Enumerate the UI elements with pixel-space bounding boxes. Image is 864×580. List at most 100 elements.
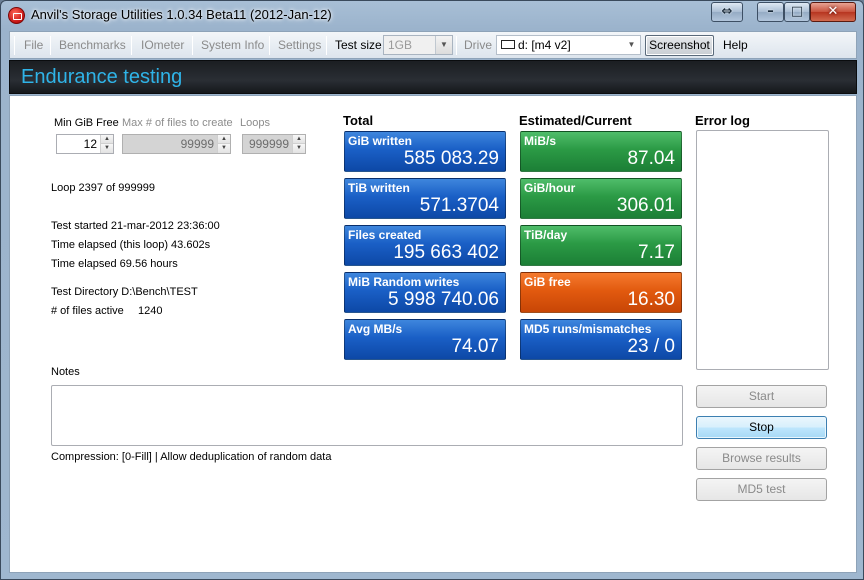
start-button[interactable]: Start bbox=[696, 385, 827, 408]
tile-files-created: Files created 195 663 402 bbox=[344, 225, 506, 266]
tile-value: 74.07 bbox=[451, 336, 499, 357]
chevron-up-icon[interactable]: ▲ bbox=[101, 135, 113, 144]
menu-file[interactable]: File bbox=[24, 38, 44, 52]
stepper-arrows[interactable]: ▲ ▼ bbox=[100, 135, 113, 153]
test-size-dropdown[interactable]: 1GB ▼ bbox=[383, 35, 453, 55]
close-button[interactable]: ✕ bbox=[810, 2, 856, 22]
drive-dropdown[interactable]: d: [m4 v2] ▼ bbox=[496, 35, 641, 55]
drive-icon bbox=[501, 40, 515, 50]
test-size-value: 1GB bbox=[388, 38, 413, 52]
menu-iometer[interactable]: IOmeter bbox=[141, 38, 185, 52]
tile-value: 23 / 0 bbox=[627, 336, 675, 357]
files-active-value: 1240 bbox=[138, 305, 163, 317]
test-started-text: Test started 21-mar-2012 23:36:00 bbox=[51, 220, 220, 232]
md5-test-button[interactable]: MD5 test bbox=[696, 478, 827, 501]
toolbar-separator bbox=[131, 36, 132, 55]
compression-text: Compression: [0-Fill] | Allow deduplicat… bbox=[51, 451, 332, 463]
toolbar-separator bbox=[269, 36, 270, 55]
notes-label: Notes bbox=[51, 366, 80, 378]
maximize-icon: □ bbox=[790, 4, 804, 19]
notes-textarea[interactable] bbox=[51, 385, 683, 446]
minimize-icon: – bbox=[767, 4, 774, 19]
tile-label: GiB/hour bbox=[524, 181, 576, 195]
swap-arrows-icon: ⇔ bbox=[721, 4, 733, 19]
loops-stepper: 999999 ▲ ▼ bbox=[242, 134, 306, 154]
toolbar-separator bbox=[50, 36, 51, 55]
chevron-down-icon: ▼ bbox=[623, 36, 640, 54]
tile-value: 306.01 bbox=[616, 195, 675, 216]
drive-value: d: [m4 v2] bbox=[518, 38, 571, 52]
max-files-label: Max # of files to create bbox=[122, 117, 233, 129]
drive-label: Drive bbox=[464, 38, 493, 52]
toolbar-separator bbox=[192, 36, 193, 55]
tile-md5-runs: MD5 runs/mismatches 23 / 0 bbox=[520, 319, 682, 360]
tile-value: 5 998 740.06 bbox=[388, 289, 499, 310]
tile-gib-per-hour: GiB/hour 306.01 bbox=[520, 178, 682, 219]
app-logo-icon bbox=[8, 7, 25, 24]
error-log-box[interactable] bbox=[696, 130, 829, 370]
tile-label: GiB free bbox=[524, 275, 571, 289]
loop-status: Loop 2397 of 999999 bbox=[51, 182, 155, 194]
max-files-stepper: 99999 ▲ ▼ bbox=[122, 134, 231, 154]
error-log-heading: Error log bbox=[695, 113, 750, 128]
tile-label: TiB written bbox=[348, 181, 410, 195]
window-title: Anvil's Storage Utilities 1.0.34 Beta11 … bbox=[31, 7, 332, 22]
tile-mib-per-sec: MiB/s 87.04 bbox=[520, 131, 682, 172]
tile-value: 7.17 bbox=[638, 242, 675, 263]
tile-random-writes: MiB Random writes 5 998 740.06 bbox=[344, 272, 506, 313]
tile-label: MiB Random writes bbox=[348, 275, 460, 289]
stop-button[interactable]: Stop bbox=[696, 416, 827, 439]
min-free-label: Min GiB Free bbox=[54, 117, 119, 129]
tile-tib-per-day: TiB/day 7.17 bbox=[520, 225, 682, 266]
loops-value: 999999 bbox=[248, 137, 289, 151]
tile-label: GiB written bbox=[348, 134, 413, 148]
chevron-up-icon: ▲ bbox=[293, 135, 305, 144]
section-header: Endurance testing bbox=[9, 60, 857, 94]
chevron-down-icon: ▼ bbox=[435, 36, 452, 54]
min-free-stepper[interactable]: 12 ▲ ▼ bbox=[56, 134, 114, 154]
tile-value: 585 083.29 bbox=[403, 148, 499, 169]
test-directory-text: Test Directory D:\Bench\TEST bbox=[51, 286, 198, 298]
tile-label: TiB/day bbox=[524, 228, 568, 242]
chevron-up-icon: ▲ bbox=[218, 135, 230, 144]
stepper-arrows: ▲ ▼ bbox=[217, 135, 230, 153]
swap-window-button[interactable]: ⇔ bbox=[711, 2, 743, 22]
elapsed-total-text: Time elapsed 69.56 hours bbox=[51, 258, 178, 270]
stepper-arrows: ▲ ▼ bbox=[292, 135, 305, 153]
menu-toolbar: File Benchmarks IOmeter System Info Sett… bbox=[9, 31, 857, 59]
browse-results-button[interactable]: Browse results bbox=[696, 447, 827, 470]
tile-value: 571.3704 bbox=[419, 195, 499, 216]
tile-value: 16.30 bbox=[627, 289, 675, 310]
tile-gib-written: GiB written 585 083.29 bbox=[344, 131, 506, 172]
loops-label: Loops bbox=[240, 117, 270, 129]
toolbar-separator bbox=[326, 36, 327, 55]
max-files-value: 99999 bbox=[180, 137, 214, 151]
toolbar-separator bbox=[14, 36, 15, 55]
menu-settings[interactable]: Settings bbox=[278, 38, 322, 52]
tile-label: MiB/s bbox=[524, 134, 557, 148]
title-bar: Anvil's Storage Utilities 1.0.34 Beta11 … bbox=[1, 1, 863, 30]
tile-avg-mbs: Avg MB/s 74.07 bbox=[344, 319, 506, 360]
tile-value: 195 663 402 bbox=[393, 242, 499, 263]
chevron-down-icon: ▼ bbox=[218, 144, 230, 153]
menu-help[interactable]: Help bbox=[723, 38, 748, 52]
total-heading: Total bbox=[343, 113, 374, 128]
min-free-value: 12 bbox=[83, 137, 97, 151]
tile-label: Avg MB/s bbox=[348, 322, 403, 336]
screenshot-button[interactable]: Screenshot bbox=[645, 35, 714, 56]
chevron-down-icon[interactable]: ▼ bbox=[101, 144, 113, 153]
main-panel: Min GiB Free Max # of files to create Lo… bbox=[9, 95, 857, 573]
menu-benchmarks[interactable]: Benchmarks bbox=[59, 38, 126, 52]
tile-label: Files created bbox=[348, 228, 422, 242]
toolbar-separator bbox=[456, 36, 457, 55]
minimize-button[interactable]: – bbox=[757, 2, 784, 22]
page-title: Endurance testing bbox=[21, 66, 183, 88]
test-size-label: Test size bbox=[335, 38, 382, 52]
menu-system-info[interactable]: System Info bbox=[201, 38, 265, 52]
chevron-down-icon: ▼ bbox=[293, 144, 305, 153]
close-icon: ✕ bbox=[827, 4, 839, 19]
elapsed-loop-text: Time elapsed (this loop) 43.602s bbox=[51, 239, 211, 251]
tile-gib-free: GiB free 16.30 bbox=[520, 272, 682, 313]
maximize-button[interactable]: □ bbox=[784, 2, 810, 22]
